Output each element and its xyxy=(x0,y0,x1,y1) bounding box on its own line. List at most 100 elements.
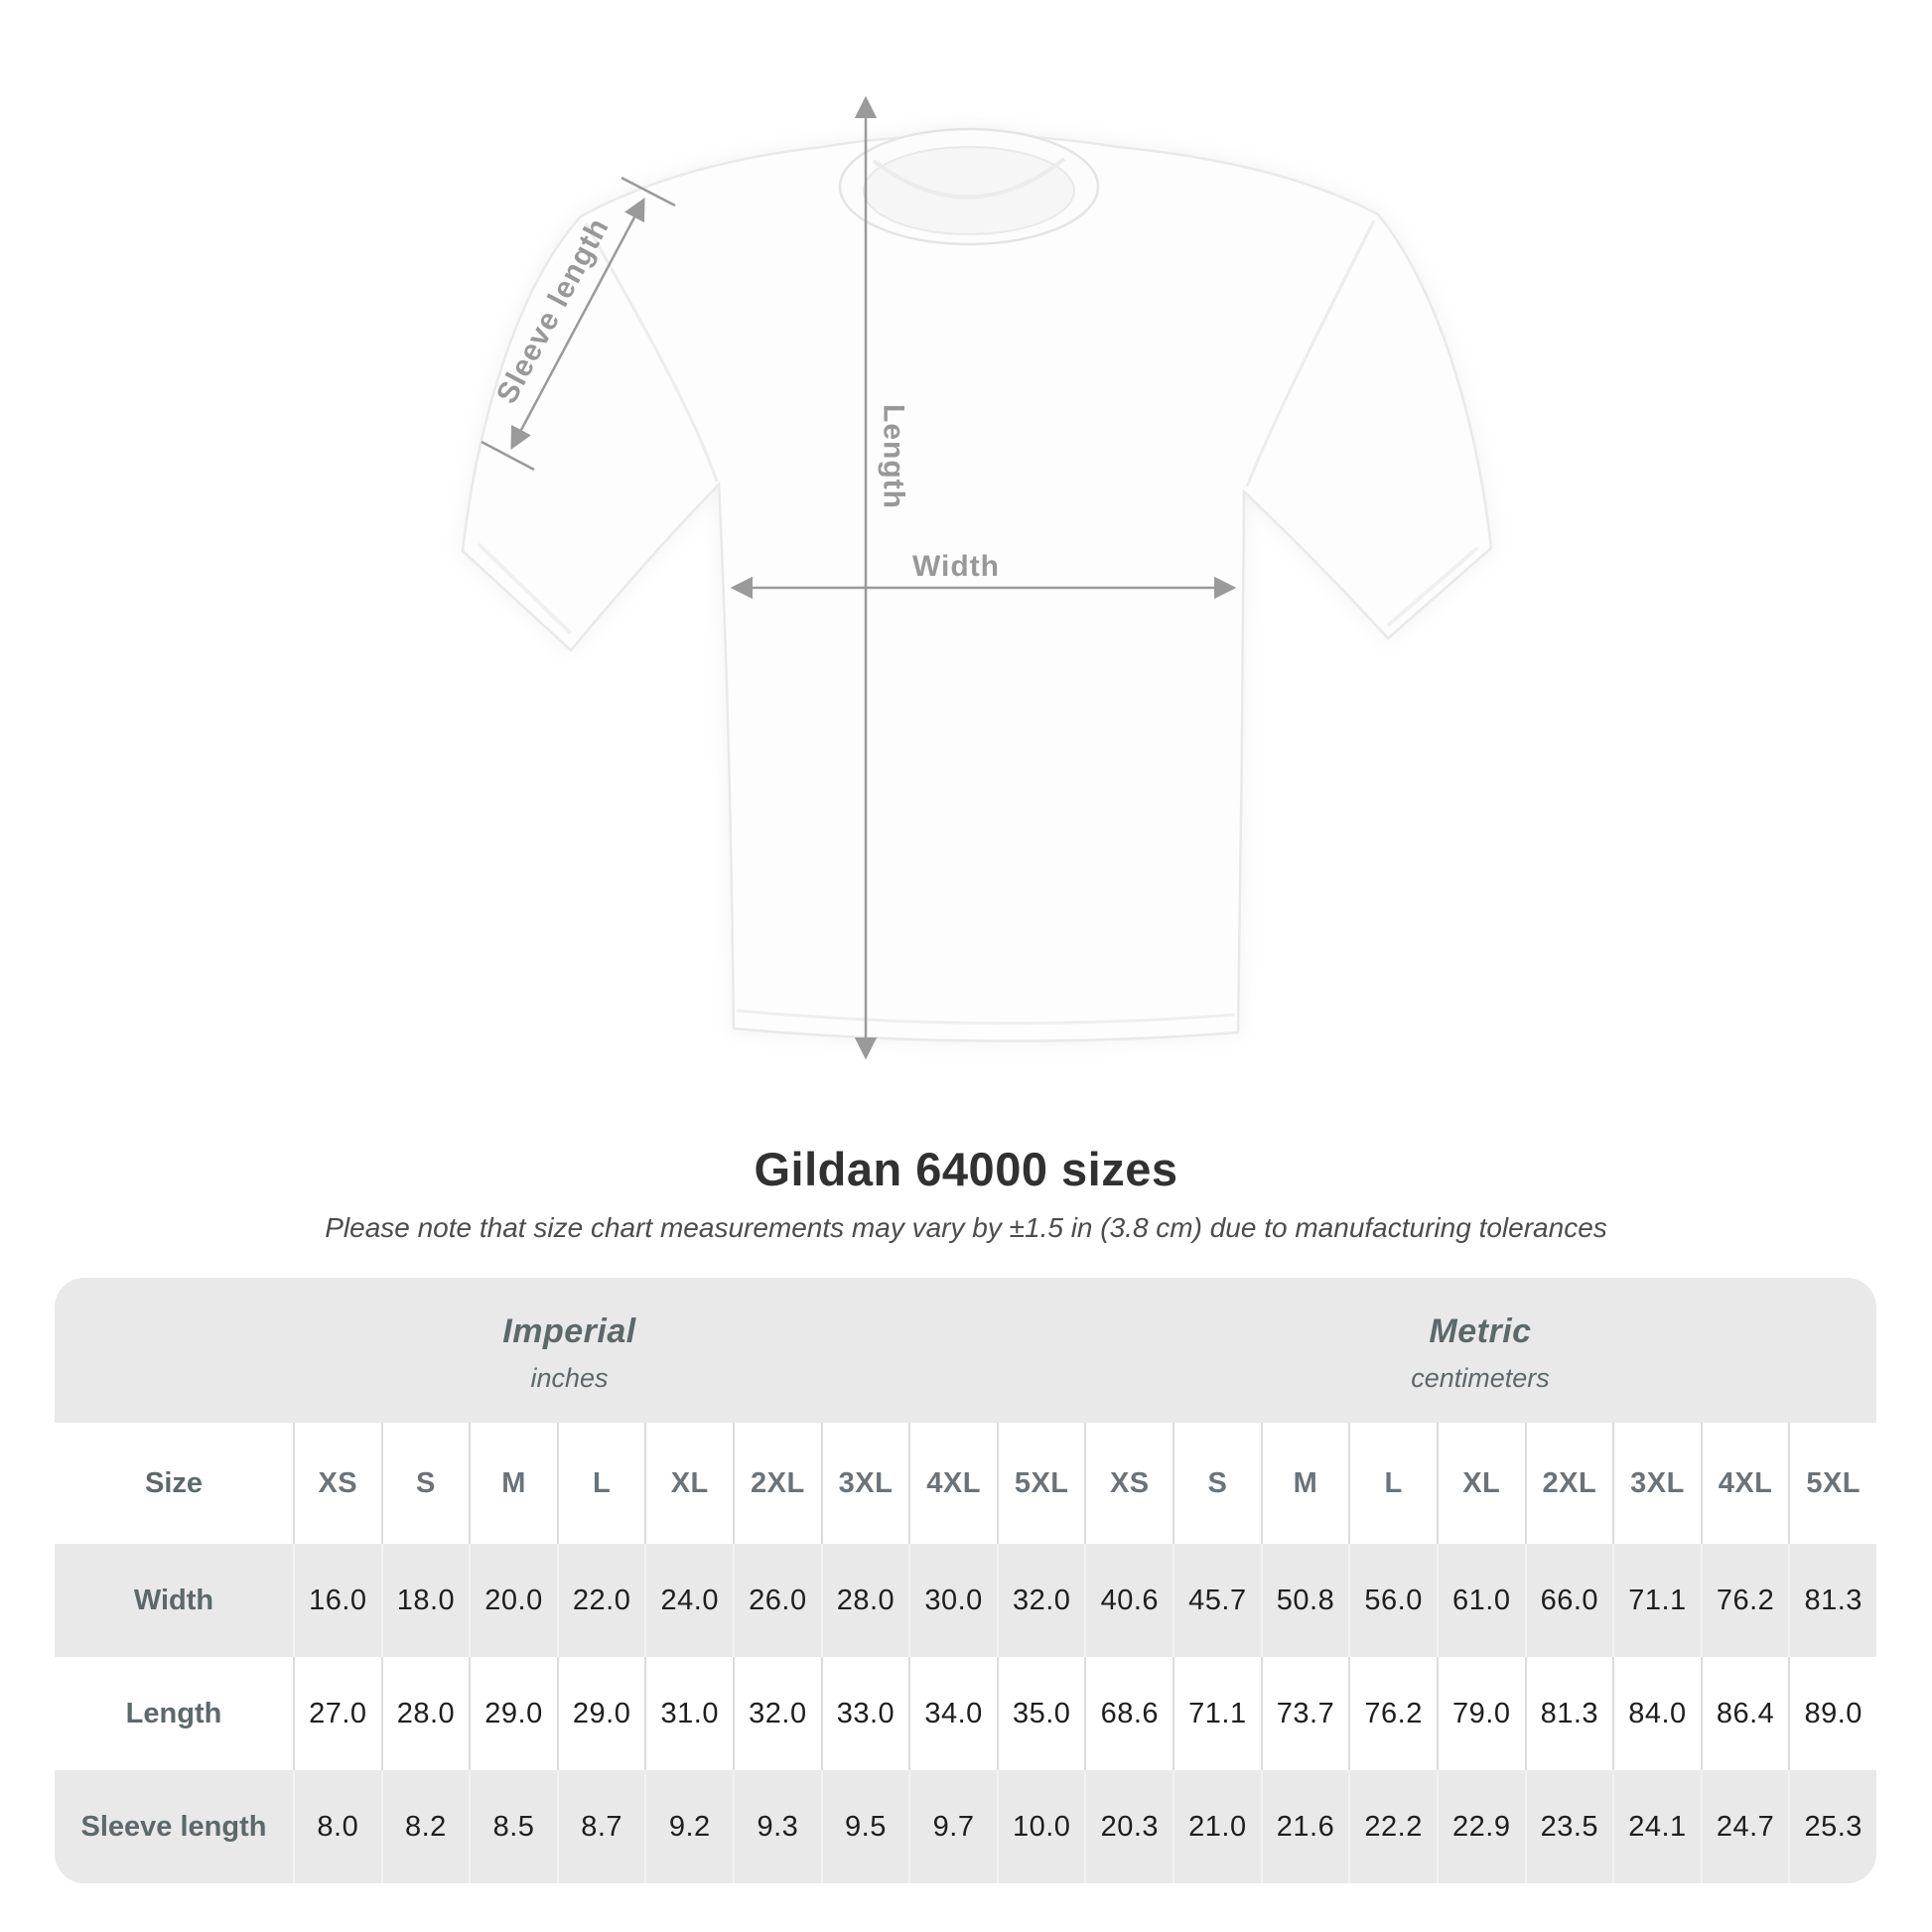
measurement-cell: 22.2 xyxy=(1348,1770,1437,1883)
measurement-cell: 50.8 xyxy=(1260,1544,1349,1657)
measurement-cell: 79.0 xyxy=(1436,1657,1525,1770)
measurement-cell: 33.0 xyxy=(820,1657,909,1770)
measurement-cell: 68.6 xyxy=(1084,1657,1173,1770)
metric-unit: centimeters xyxy=(1411,1363,1550,1393)
measurement-cell: 22.9 xyxy=(1436,1770,1525,1883)
measurement-cell: 16.0 xyxy=(293,1544,381,1657)
measurement-cell: 31.0 xyxy=(644,1657,733,1770)
measurement-cell: 24.7 xyxy=(1700,1770,1789,1883)
measurement-cell: 76.2 xyxy=(1700,1544,1789,1657)
size-column-header: S xyxy=(1173,1423,1261,1544)
measurement-cell: 81.3 xyxy=(1524,1657,1613,1770)
measurement-cell: 45.7 xyxy=(1173,1544,1261,1657)
right-sleeve-hem xyxy=(1386,546,1479,627)
right-sleeve-seam xyxy=(1245,219,1376,487)
size-column-header: 2XL xyxy=(733,1423,821,1544)
tshirt-silhouette xyxy=(461,127,1493,1042)
sleeve-length-tick-top xyxy=(621,176,676,207)
measurement-cell: 76.2 xyxy=(1348,1657,1437,1770)
measurement-cell: 66.0 xyxy=(1524,1544,1613,1657)
measurement-cell: 20.0 xyxy=(469,1544,557,1657)
measurement-cell: 27.0 xyxy=(293,1657,381,1770)
title-block: Gildan 64000 sizes Please note that size… xyxy=(0,1142,1932,1244)
measurement-cell: 10.0 xyxy=(996,1770,1085,1883)
measurement-cell: 30.0 xyxy=(908,1544,997,1657)
metric-label: Metric xyxy=(1429,1312,1532,1350)
measurement-cell: 22.0 xyxy=(556,1544,645,1657)
measurement-cell: 73.7 xyxy=(1260,1657,1349,1770)
size-column-header: L xyxy=(556,1423,645,1544)
measurement-cell: 40.6 xyxy=(1084,1544,1173,1657)
bottom-hem xyxy=(736,1009,1236,1026)
measurement-cell: 86.4 xyxy=(1700,1657,1789,1770)
size-note: Please note that size chart measurements… xyxy=(325,1212,1607,1243)
measurement-cell: 8.5 xyxy=(469,1770,557,1883)
size-column-header: 5XL xyxy=(1788,1423,1876,1544)
measurement-cell: 25.3 xyxy=(1788,1770,1876,1883)
measurement-cell: 84.0 xyxy=(1612,1657,1701,1770)
size-column-header: 3XL xyxy=(820,1423,909,1544)
units-band: Imperial inches Metric centimeters xyxy=(55,1278,1876,1423)
sleeve-length-dimension-line xyxy=(510,198,645,450)
size-column-header: XL xyxy=(644,1423,733,1544)
row-label-sleeve-length: Sleeve length xyxy=(80,1810,267,1843)
imperial-unit: inches xyxy=(530,1363,609,1393)
measurement-cell: 23.5 xyxy=(1524,1770,1613,1883)
sleeve-length-tick-bottom xyxy=(481,440,535,472)
measurement-cell: 71.1 xyxy=(1173,1657,1261,1770)
collar-shadow xyxy=(872,157,1066,200)
measurement-cell: 32.0 xyxy=(996,1544,1085,1657)
measurement-cell: 8.7 xyxy=(556,1770,645,1883)
size-column-header: XS xyxy=(293,1423,381,1544)
measurement-cell: 24.0 xyxy=(644,1544,733,1657)
size-column-header: M xyxy=(1260,1423,1349,1544)
width-label: Width xyxy=(912,550,1000,583)
measurement-cell: 71.1 xyxy=(1612,1544,1701,1657)
length-label: Length xyxy=(878,404,910,509)
measurement-cell: 61.0 xyxy=(1436,1544,1525,1657)
page-title: Gildan 64000 sizes xyxy=(754,1143,1178,1195)
measurement-cell: 29.0 xyxy=(469,1657,557,1770)
measurement-cell: 28.0 xyxy=(820,1544,909,1657)
measurement-cell: 56.0 xyxy=(1348,1544,1437,1657)
row-label-length: Length xyxy=(125,1697,222,1729)
measurement-cell: 24.1 xyxy=(1612,1770,1701,1883)
size-column-header: XL xyxy=(1436,1423,1525,1544)
size-column-header: XS xyxy=(1084,1423,1173,1544)
size-column-header: 2XL xyxy=(1524,1423,1613,1544)
size-column-header: 4XL xyxy=(1700,1423,1789,1544)
metric-unit-group: Metric centimeters xyxy=(1084,1278,1876,1423)
measurement-cell: 8.0 xyxy=(293,1770,381,1883)
measurement-cell: 18.0 xyxy=(380,1544,470,1657)
size-column-header: S xyxy=(380,1423,470,1544)
tshirt-figure: Sleeve length Length Width xyxy=(461,95,1493,1060)
left-sleeve-hem xyxy=(477,542,573,635)
size-corner-label: Size xyxy=(144,1466,204,1499)
measurement-row-width: Width 16.0 18.0 20.0 22.0 24.0 26.0 28.0 30.0 32… xyxy=(55,1544,1876,1657)
size-header-row: Size XS S M L XL 2XL 3XL 4XL 5XL XS S M L XL 2XL 3XL 4XL… xyxy=(55,1423,1876,1544)
measurement-cell: 81.3 xyxy=(1788,1544,1876,1657)
imperial-label: Imperial xyxy=(502,1312,636,1350)
measurement-cell: 29.0 xyxy=(556,1657,645,1770)
imperial-unit-group: Imperial inches xyxy=(55,1278,1084,1423)
measurement-cell: 21.0 xyxy=(1173,1770,1261,1883)
measurement-cell: 8.2 xyxy=(380,1770,470,1883)
measurement-cell: 34.0 xyxy=(908,1657,997,1770)
measurement-cell: 32.0 xyxy=(733,1657,821,1770)
sleeve-length-dimension xyxy=(481,176,676,472)
measurement-cell: 21.6 xyxy=(1260,1770,1349,1883)
measurement-cell: 26.0 xyxy=(733,1544,821,1657)
measurement-cell: 9.7 xyxy=(908,1770,997,1883)
measurement-cell: 9.3 xyxy=(733,1770,821,1883)
measurement-cell: 9.5 xyxy=(820,1770,909,1883)
measurement-cell: 35.0 xyxy=(996,1657,1085,1770)
size-column-header: 3XL xyxy=(1612,1423,1701,1544)
size-column-header: 4XL xyxy=(908,1423,997,1544)
tshirt-illustration: Sleeve length Length Width xyxy=(461,95,1493,1060)
size-column-header: L xyxy=(1348,1423,1437,1544)
measurement-cell: 9.2 xyxy=(644,1770,733,1883)
row-label-width: Width xyxy=(133,1584,214,1616)
size-column-header: M xyxy=(469,1423,557,1544)
collar-inner xyxy=(863,146,1075,235)
